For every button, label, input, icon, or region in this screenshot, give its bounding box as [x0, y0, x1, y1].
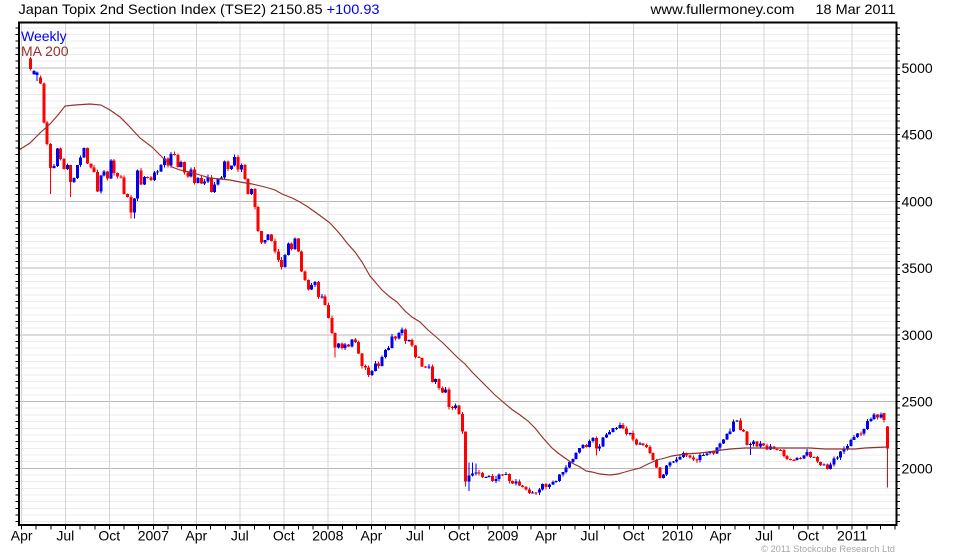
svg-text:4000: 4000	[902, 193, 933, 209]
svg-text:Oct: Oct	[273, 528, 295, 544]
svg-text:© 2011 Stockcube Research Ltd: © 2011 Stockcube Research Ltd	[761, 544, 895, 555]
svg-text:Jul: Jul	[755, 528, 773, 544]
svg-text:Jul: Jul	[406, 528, 424, 544]
svg-text:2000: 2000	[902, 460, 933, 476]
svg-text:2010: 2010	[662, 528, 693, 544]
svg-text:Jul: Jul	[231, 528, 249, 544]
svg-text:2009: 2009	[487, 528, 518, 544]
svg-text:Apr: Apr	[710, 528, 732, 544]
svg-text:2500: 2500	[902, 394, 933, 410]
svg-text:Weekly: Weekly	[21, 28, 67, 44]
svg-text:Oct: Oct	[448, 528, 470, 544]
svg-text:Oct: Oct	[623, 528, 645, 544]
svg-text:3000: 3000	[902, 327, 933, 343]
svg-text:2008: 2008	[312, 528, 343, 544]
svg-text:Oct: Oct	[98, 528, 120, 544]
svg-text:Apr: Apr	[11, 528, 33, 544]
svg-text:3500: 3500	[902, 260, 933, 276]
svg-text:MA 200: MA 200	[21, 43, 69, 59]
svg-text:Oct: Oct	[797, 528, 819, 544]
svg-text:Apr: Apr	[185, 528, 207, 544]
svg-text:4500: 4500	[902, 127, 933, 143]
svg-text:Apr: Apr	[361, 528, 383, 544]
svg-text:18 Mar 2011: 18 Mar 2011	[816, 1, 896, 17]
svg-text:2007: 2007	[138, 528, 169, 544]
svg-text:www.fullermoney.com: www.fullermoney.com	[649, 1, 794, 17]
svg-text:2011: 2011	[837, 528, 867, 544]
svg-text:Jul: Jul	[581, 528, 599, 544]
svg-text:5000: 5000	[902, 60, 933, 76]
svg-text:Apr: Apr	[535, 528, 557, 544]
svg-text:Jul: Jul	[56, 528, 74, 544]
svg-text:Japan Topix 2nd Section Index: Japan Topix 2nd Section Index (TSE2) 215…	[19, 1, 380, 17]
